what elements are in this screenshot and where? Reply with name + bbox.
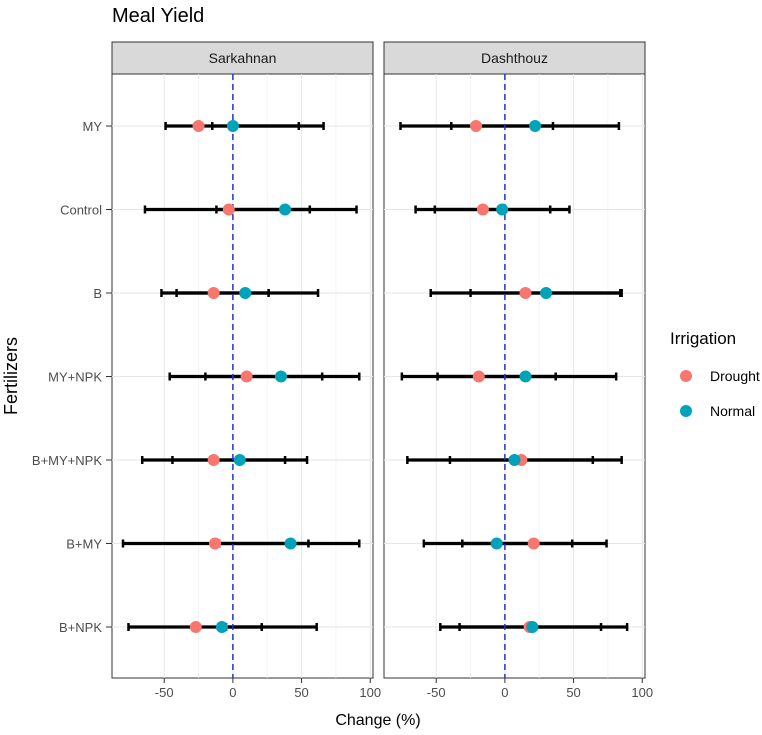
- point-sarkahnan-normal-my-npk: [274, 370, 287, 383]
- legend-swatch-normal: [680, 405, 692, 417]
- y-tick-label-b-npk: B+NPK: [59, 620, 102, 635]
- point-sarkahnan-drought-b-npk: [189, 621, 202, 633]
- x-tick-label-dashthouz: -50: [427, 685, 446, 700]
- x-tick-label-sarkahnan: -50: [155, 685, 174, 700]
- x-tick-label-sarkahnan: 100: [359, 685, 381, 700]
- point-dashthouz-drought-control: [476, 203, 489, 216]
- point-dashthouz-normal-b-my-npk: [508, 454, 521, 466]
- point-dashthouz-drought-b-my: [527, 537, 540, 550]
- y-tick-label-my-npk: MY+NPK: [48, 370, 102, 385]
- point-sarkahnan-normal-b-my: [284, 537, 297, 550]
- x-tick-label-dashthouz: 0: [501, 685, 508, 700]
- y-axis-title: Fertilizers: [1, 337, 21, 415]
- point-dashthouz-normal-control: [496, 203, 509, 216]
- point-dashthouz-drought-my: [470, 120, 483, 132]
- point-sarkahnan-drought-b-my-npk: [207, 454, 220, 466]
- point-dashthouz-normal-b-npk: [526, 621, 539, 633]
- point-dashthouz-drought-my-npk: [472, 370, 485, 383]
- panel-strip-label-dashthouz: Dashthouz: [481, 50, 548, 66]
- legend-label-drought: Drought: [710, 368, 760, 384]
- point-dashthouz-normal-my: [529, 120, 542, 132]
- x-axis-title: Change (%): [335, 712, 420, 729]
- x-tick-label-dashthouz: 100: [631, 685, 653, 700]
- point-sarkahnan-normal-my: [226, 120, 239, 132]
- point-sarkahnan-drought-my-npk: [240, 370, 253, 383]
- point-dashthouz-drought-b: [519, 287, 532, 299]
- legend-title: Irrigation: [670, 329, 736, 348]
- point-sarkahnan-drought-b-my: [209, 537, 222, 550]
- point-dashthouz-normal-b: [540, 287, 553, 299]
- panel-sarkahnan: Sarkahnan: [111, 41, 374, 679]
- point-sarkahnan-drought-my: [192, 120, 205, 132]
- legend: Irrigation Drought Normal: [670, 329, 760, 419]
- point-sarkahnan-normal-control: [279, 203, 292, 216]
- point-dashthouz-normal-b-my: [490, 537, 503, 550]
- point-dashthouz-normal-my-npk: [519, 370, 532, 383]
- point-sarkahnan-normal-b-my-npk: [233, 454, 246, 466]
- x-tick-label-dashthouz: 50: [566, 685, 580, 700]
- y-tick-label-control: Control: [60, 203, 102, 218]
- panel-strip-dashthouz: [383, 41, 646, 75]
- point-sarkahnan-drought-b: [207, 287, 220, 299]
- panel-strip-label-sarkahnan: Sarkahnan: [209, 50, 277, 66]
- y-tick-label-b: B: [93, 286, 102, 301]
- point-sarkahnan-drought-control: [222, 203, 235, 216]
- point-sarkahnan-normal-b: [239, 287, 252, 299]
- legend-label-normal: Normal: [710, 403, 755, 419]
- point-sarkahnan-normal-b-npk: [215, 621, 228, 633]
- y-tick-label-b-my-npk: B+MY+NPK: [32, 453, 102, 468]
- y-tick-label-my: MY: [83, 119, 103, 134]
- panel-strip-sarkahnan: [111, 41, 374, 75]
- chart-title: Meal Yield: [112, 5, 204, 27]
- legend-swatch-drought: [680, 370, 692, 382]
- x-tick-label-sarkahnan: 0: [229, 685, 236, 700]
- x-tick-label-sarkahnan: 50: [294, 685, 308, 700]
- panel-dashthouz: Dashthouz: [383, 41, 646, 679]
- y-tick-label-b-my: B+MY: [66, 537, 102, 552]
